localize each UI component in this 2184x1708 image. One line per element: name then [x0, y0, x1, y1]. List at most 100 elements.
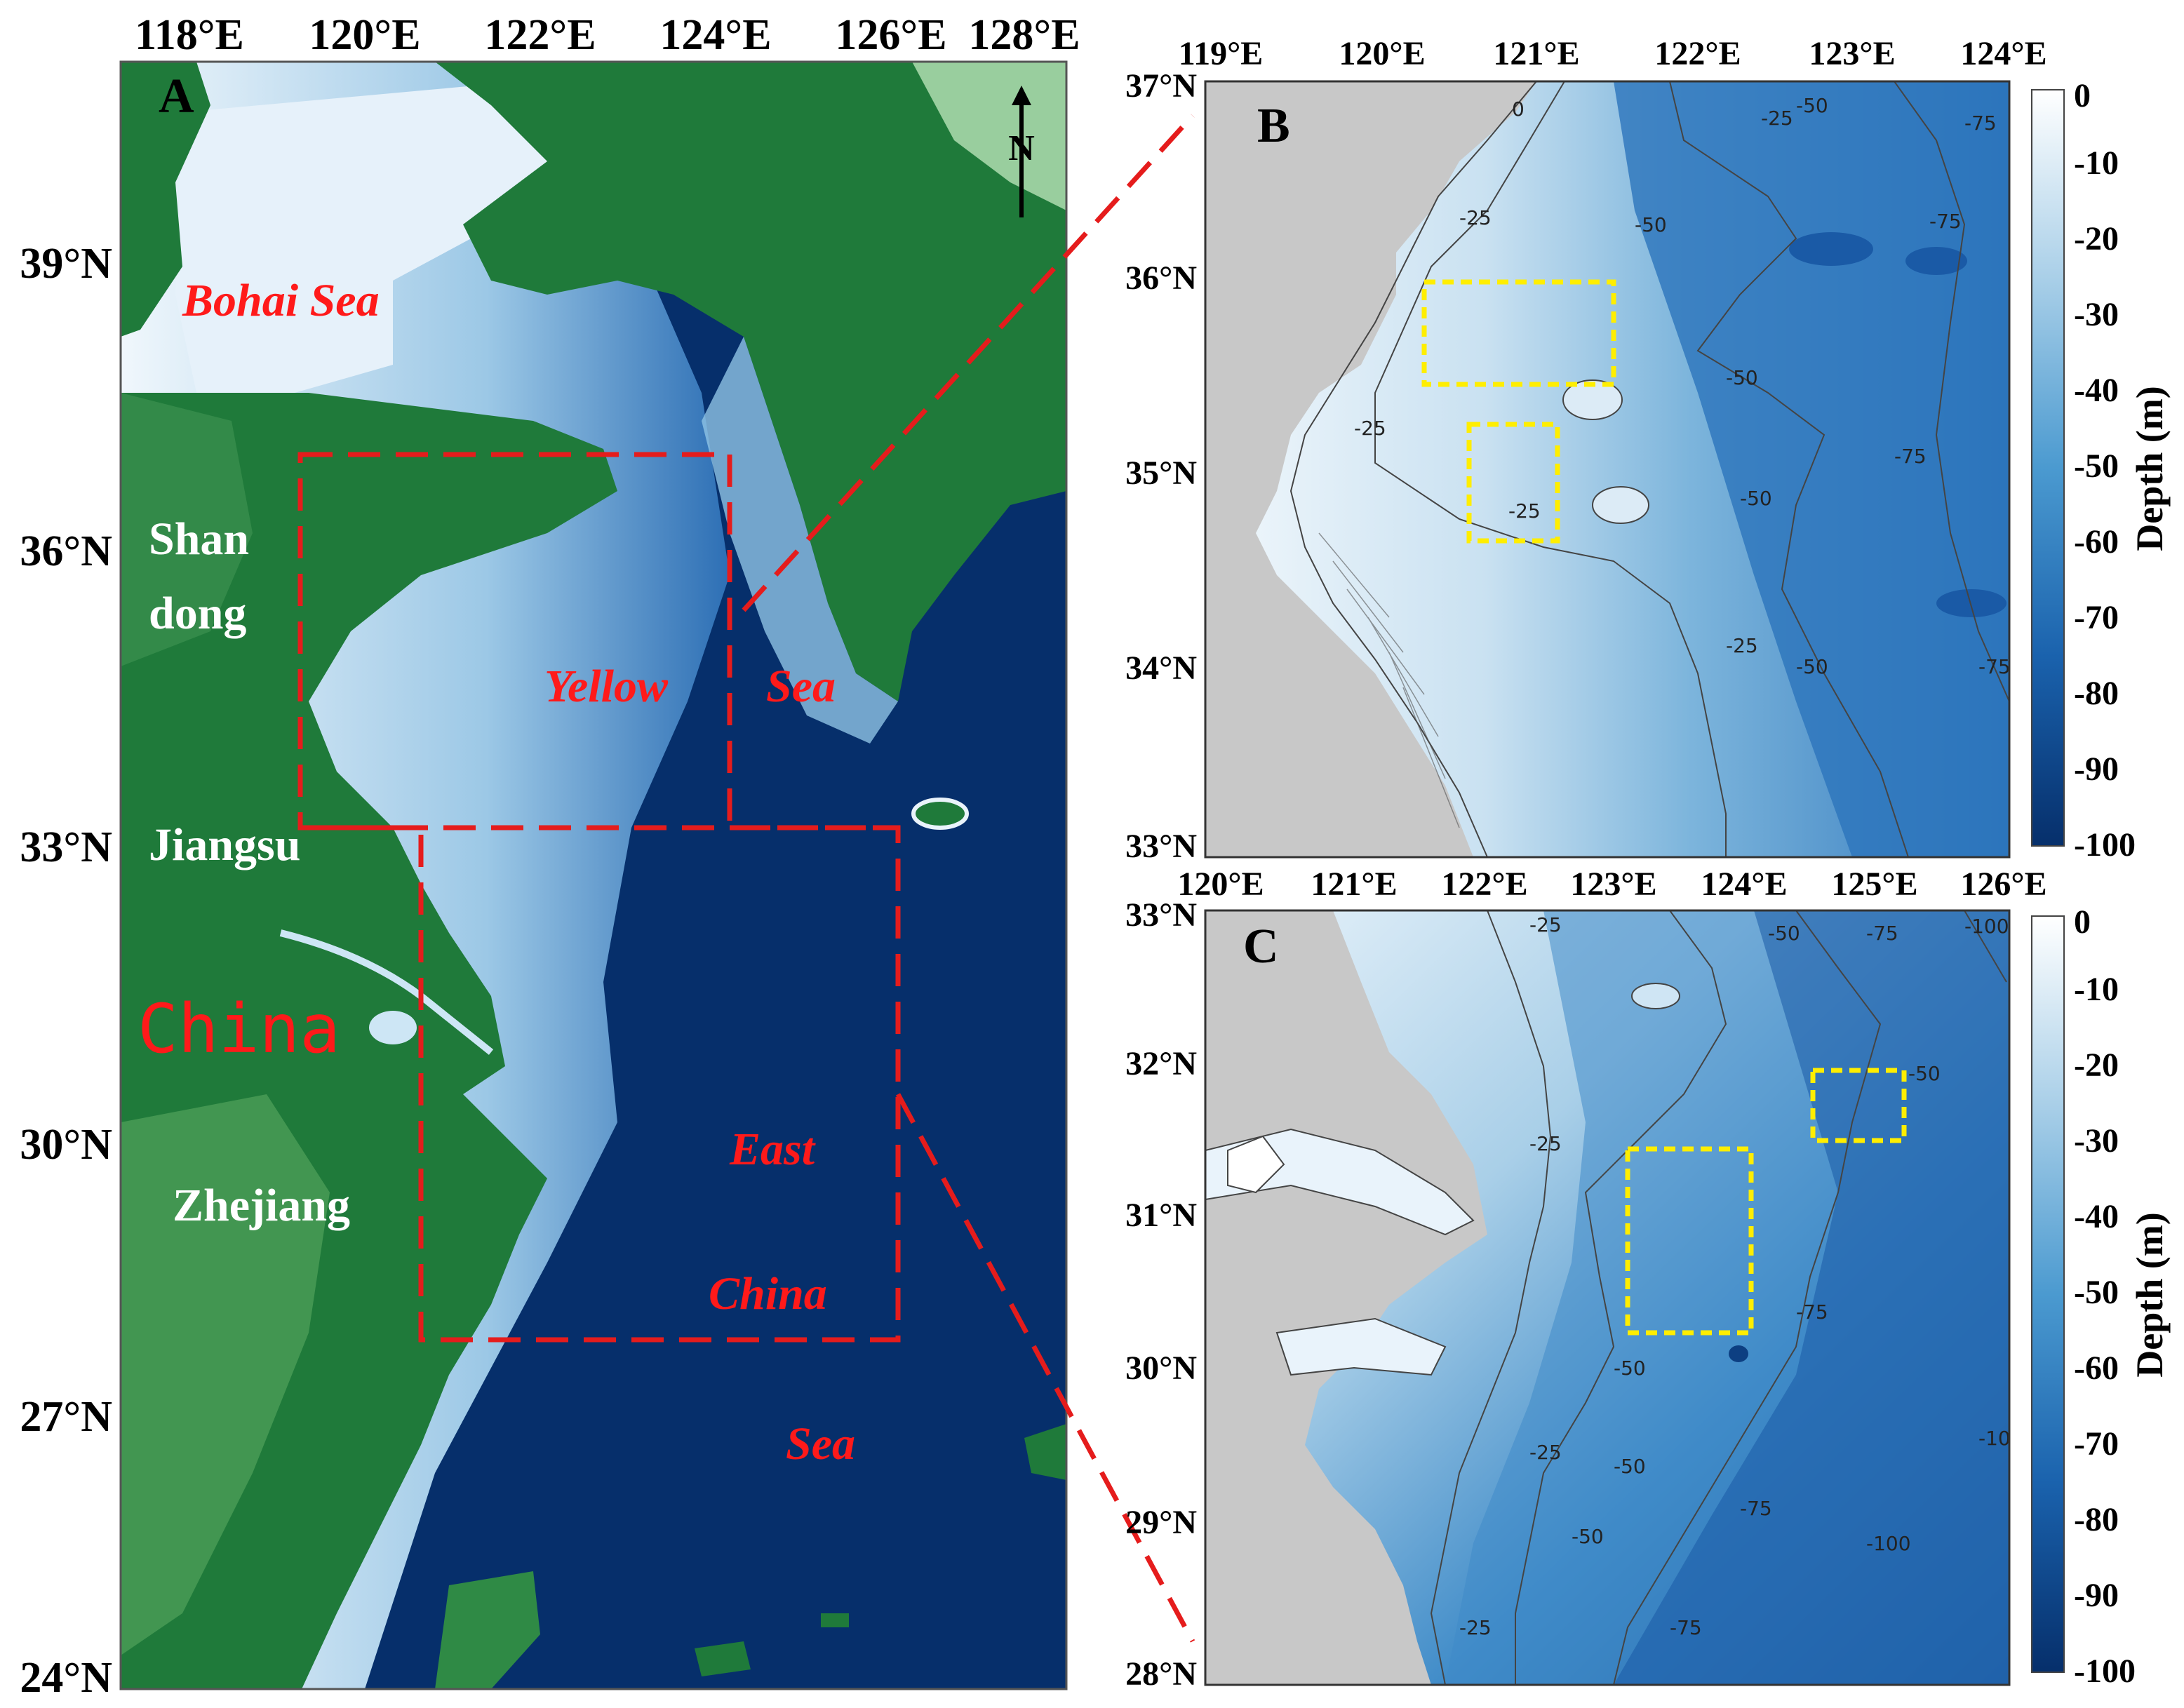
lon-tick-124: 124°E [659, 11, 771, 59]
panel-a-letter: A [159, 69, 194, 123]
panel-c-lake [1227, 1135, 1285, 1194]
colorbar-b-tick: 0 [2074, 77, 2091, 114]
korea-shelf [702, 337, 898, 744]
label-east-sea: Sea [786, 1418, 855, 1470]
panel-b-contour-label: -50 [1740, 487, 1772, 510]
panel-c-lat-tick: 30°N [1125, 1350, 1197, 1387]
colorbar-c-title: Depth (m) [2129, 1212, 2171, 1377]
island-small-1 [695, 1641, 751, 1676]
panel-c-hangzhou-bay [1275, 1317, 1447, 1376]
label-bohai-sea: Bohai Sea [182, 275, 380, 326]
lon-tick-120: 120°E [309, 11, 420, 59]
panel-b-lon-tick: 123°E [1809, 35, 1895, 72]
colorbar-b-tick: -30 [2074, 296, 2119, 333]
colorbar-c: 0 -10 -20 -30 -40 -50 -60 -70 -80 -90 -1… [2031, 903, 2171, 1690]
colorbar-c-tick: -100 [2074, 1653, 2136, 1690]
panel-c-lat-ticks: 33°N 32°N 31°N 30°N 29°N 28°N [1125, 896, 1197, 1693]
panel-b-contour-label: -50 [1635, 213, 1667, 236]
panel-c-highlight-box-2 [1625, 1146, 1754, 1336]
panel-c-contour-label: -25 [1529, 1132, 1562, 1155]
label-shandong-1: Shan [149, 513, 249, 565]
north-arrow: N [1008, 86, 1035, 217]
panel-c-contour-label: -75 [1670, 1616, 1702, 1639]
lat-tick-33: 33°N [20, 823, 112, 871]
panel-b-deep-pocket-1 [1789, 232, 1873, 266]
panel-c-contour-50 [1515, 910, 1727, 1685]
panel-b-contour-label: -25 [1726, 634, 1758, 657]
panel-b-lon-tick: 122°E [1654, 35, 1741, 72]
panel-c-contour-label: -100 [1866, 1532, 1911, 1555]
label-yellow: Yellow [544, 661, 669, 712]
panel-b-contour-25 [1374, 81, 1727, 857]
panel-b-map: 0 -25 -50 -75 -25 -50 -25 -50 -75 -25 -5… [1205, 81, 2009, 857]
highland-shandong [121, 393, 253, 666]
colorbar-c-tick: -80 [2074, 1501, 2119, 1538]
label-shandong-2: dong [149, 588, 246, 639]
panel-c-lon-tick: 125°E [1831, 866, 1917, 903]
label-zhejiang: Zhejiang [173, 1180, 350, 1231]
panel-c-lon-tick: 121°E [1311, 866, 1397, 903]
lat-tick-36: 36°N [20, 527, 112, 575]
north-label: N [1008, 128, 1035, 168]
panel-b-shoal-2 [1592, 486, 1649, 524]
land-korea-liaodong [435, 62, 1066, 701]
lat-tick-24: 24°N [20, 1654, 112, 1702]
panel-c-highlight-box-1 [1810, 1068, 1907, 1143]
panel-c-lon-tick: 120°E [1177, 866, 1264, 903]
highland-zhejiang [121, 1094, 330, 1655]
panel-c-contour-label: -50 [1768, 922, 1800, 945]
lon-tick-128: 128°E [968, 11, 1080, 59]
panel-b-contour-label: -75 [1929, 210, 1962, 233]
panel-b-shoal-1 [1562, 379, 1623, 420]
lon-tick-118: 118°E [135, 11, 244, 59]
taihu-lake [369, 1011, 417, 1044]
panel-b-contour-label: -25 [1354, 417, 1386, 440]
panel-b-sand-ridges [1318, 532, 1460, 828]
panel-b-lon-tick: 120°E [1339, 35, 1425, 72]
panel-a-lon-ticks: 118°E 120°E 122°E 124°E 126°E 128°E [135, 11, 1080, 59]
panel-b-contour-label: -50 [1796, 94, 1828, 117]
panel-b-lat-tick: 35°N [1125, 455, 1197, 492]
colorbar-b-tick: -10 [2074, 144, 2119, 182]
panel-b-contour-label: 0 [1512, 97, 1525, 121]
colorbar-c-tick: -20 [2074, 1047, 2119, 1084]
colorbar-c-tick: -40 [2074, 1198, 2119, 1235]
panel-c-contour-label: -25 [1459, 1616, 1492, 1639]
panel-b-lat-tick: 33°N [1125, 828, 1197, 865]
panel-c-contour-label: -25 [1529, 1441, 1562, 1464]
panel-b-land [1205, 81, 1536, 857]
panel-a-map [121, 62, 1066, 1689]
panel-c-contour-label: -75 [1796, 1300, 1828, 1324]
colorbar-c-gradient [2031, 915, 2065, 1673]
connector-line-c [895, 1093, 1195, 1643]
panel-b-contour-75 [1894, 81, 2009, 702]
panel-b-contour-label: -75 [1964, 112, 1997, 135]
panel-b-lat-tick: 34°N [1125, 650, 1197, 687]
panel-b-frame [1204, 80, 2011, 859]
panel-c-contour-label: -75 [1866, 922, 1898, 945]
panel-c-frame [1204, 909, 2011, 1686]
panel-b-deep-water [1614, 81, 2009, 857]
label-jiangsu: Jiangsu [149, 819, 300, 870]
panel-a-lat-ticks: 39°N 36°N 33°N 30°N 27°N 24°N [20, 240, 112, 1702]
colorbar-c-tick: -60 [2074, 1350, 2119, 1387]
panel-b-contour-label: -50 [1796, 655, 1828, 678]
panel-b-lon-ticks: 119°E 120°E 121°E 122°E 123°E 124°E [1179, 35, 2047, 72]
panel-b-lat-ticks: 37°N 36°N 35°N 34°N 33°N [1125, 67, 1197, 865]
label-china: China [138, 990, 340, 1068]
panel-c-land [1205, 910, 1487, 1685]
panel-b-highlight-box-2 [1466, 422, 1560, 544]
study-area-outline [297, 452, 901, 1343]
panel-b-letter: B [1257, 99, 1290, 153]
panel-c-contour-label: -50 [1572, 1525, 1604, 1548]
colorbar-b-tick: -100 [2074, 826, 2136, 863]
panel-c-shoal-1 [1631, 983, 1680, 1009]
colorbar-b-tick: -40 [2074, 372, 2119, 409]
taiwan-island [435, 1571, 540, 1689]
colorbar-b-tick: -20 [2074, 220, 2119, 257]
panel-b-lon-tick: 121°E [1493, 35, 1579, 72]
colorbar-c-tick: -10 [2074, 971, 2119, 1008]
colorbar-c-tick: -50 [2074, 1274, 2119, 1311]
panel-c-contour-label: -100 [1964, 915, 2009, 938]
colorbar-c-tick: 0 [2074, 903, 2091, 941]
